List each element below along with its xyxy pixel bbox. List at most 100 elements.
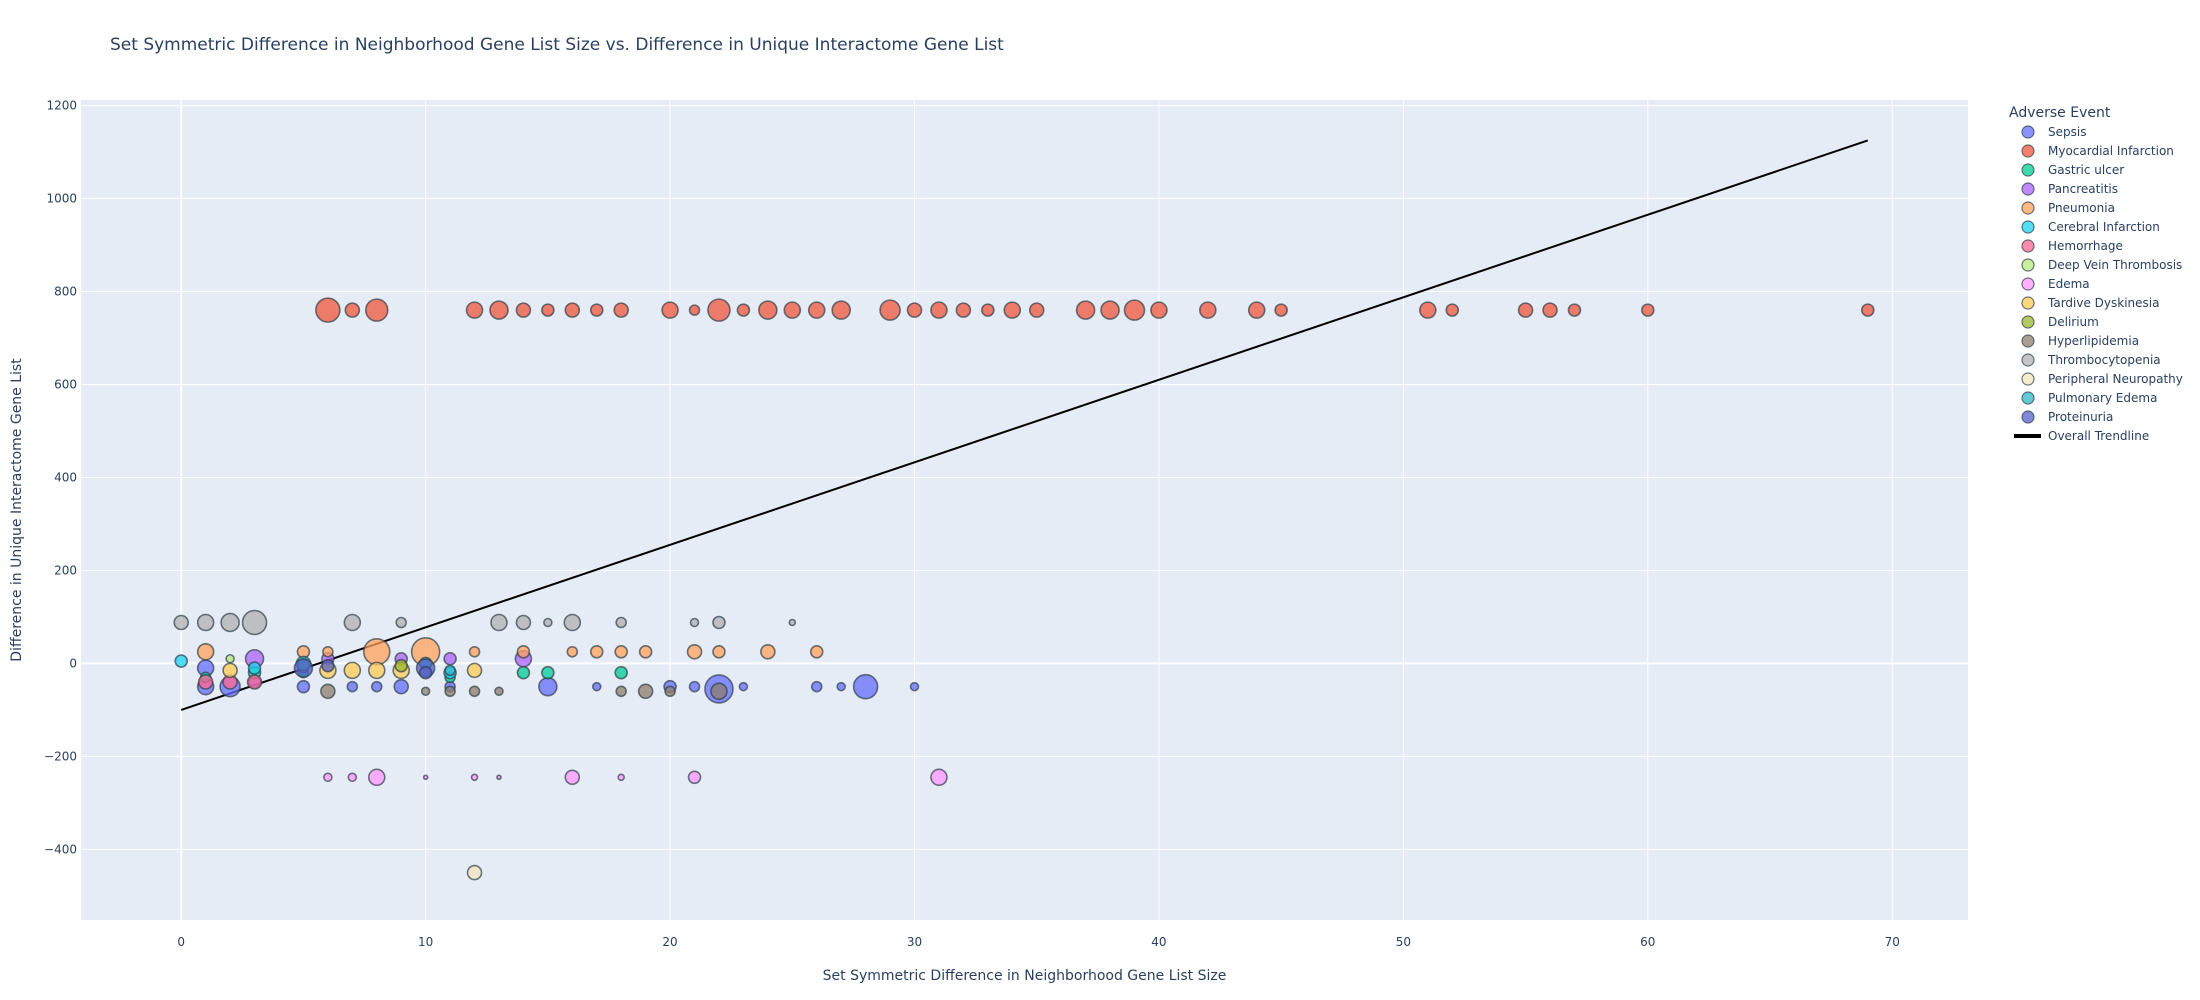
legend-marker — [2021, 391, 2035, 405]
legend-label: Delirium — [2048, 315, 2099, 329]
point-sepsis — [370, 680, 383, 693]
legend-marker — [2021, 182, 2035, 196]
point-myocardial-infarction — [1150, 301, 1168, 319]
point-pneumonia — [516, 644, 531, 659]
point-edema — [687, 770, 702, 785]
legend-label: Pancreatitis — [2048, 182, 2118, 196]
x-tick-label: 60 — [1640, 935, 1655, 949]
point-myocardial-infarction — [906, 302, 923, 318]
point-myocardial-infarction — [1419, 301, 1437, 319]
point-thrombocytopenia — [490, 613, 508, 632]
point-myocardial-infarction — [1445, 303, 1460, 317]
legend-marker — [2021, 410, 2035, 424]
legend-item-tardive-dyskinesia: Tardive Dyskinesia — [2021, 296, 2159, 310]
y-tick-label: 1200 — [46, 99, 77, 113]
legend-item-hyperlipidemia: Hyperlipidemia — [2021, 334, 2139, 348]
point-thrombocytopenia — [712, 615, 726, 630]
point-hemorrhage — [246, 674, 263, 690]
x-tick-label: 30 — [907, 935, 922, 949]
point-myocardial-infarction — [981, 303, 995, 317]
point-myocardial-infarction — [1100, 300, 1120, 320]
x-tick-label: 70 — [1885, 935, 1900, 949]
point-delirium — [394, 658, 409, 673]
point-myocardial-infarction — [1028, 302, 1045, 318]
point-gastric-ulcer — [541, 665, 555, 680]
point-thrombocytopenia — [615, 616, 627, 629]
point-thrombocytopenia — [241, 609, 268, 636]
trendline-layer — [180, 139, 1869, 711]
point-myocardial-infarction — [688, 304, 701, 316]
point-myocardial-infarction — [1075, 300, 1096, 320]
legend: Adverse Event Sepsis Myocardial Infarctio… — [2009, 105, 2183, 443]
legend-marker — [2021, 353, 2035, 367]
point-pneumonia — [809, 644, 824, 659]
point-myocardial-infarction — [564, 302, 581, 318]
point-pulmonary-edema — [444, 664, 456, 677]
point-myocardial-infarction — [1640, 303, 1655, 317]
legend-item-sepsis: Sepsis — [2021, 125, 2086, 139]
legend-label: Tardive Dyskinesia — [2047, 296, 2159, 310]
legend-marker — [2021, 239, 2035, 253]
point-pneumonia — [196, 642, 215, 661]
point-sepsis — [296, 679, 311, 694]
point-pneumonia — [468, 645, 481, 658]
point-myocardial-infarction — [879, 299, 901, 321]
point-myocardial-infarction — [364, 298, 389, 322]
chart-title: Set Symmetric Difference in Neighborhood… — [110, 35, 1004, 55]
point-myocardial-infarction — [613, 302, 629, 318]
point-thrombocytopenia — [563, 613, 582, 632]
legend-label: Edema — [2048, 277, 2090, 291]
point-pneumonia — [589, 644, 604, 659]
point-thrombocytopenia — [543, 617, 553, 628]
point-thrombocytopenia — [196, 613, 215, 632]
point-sepsis — [852, 673, 879, 700]
point-tardive-dyskinesia — [343, 661, 362, 680]
point-proteinuria — [418, 665, 433, 680]
legend-item-hemorrhage: Hemorrhage — [2021, 239, 2123, 253]
y-tick-label: 800 — [54, 285, 77, 299]
point-edema — [496, 774, 502, 781]
point-proteinuria — [321, 658, 335, 673]
point-pneumonia — [712, 644, 726, 659]
legend-label: Pneumonia — [2048, 201, 2115, 215]
plot-area — [81, 100, 1968, 920]
point-tardive-dyskinesia — [466, 662, 483, 679]
point-pneumonia — [638, 644, 653, 659]
legend-item-deep-vein-thrombosis: Deep Vein Thrombosis — [2021, 258, 2182, 272]
legend-label: Thrombocytopenia — [2047, 353, 2161, 367]
legend-marker — [2021, 125, 2035, 139]
point-hyperlipidemia — [444, 685, 456, 698]
legend-item-overall-trendline: Overall Trendline — [2014, 429, 2149, 443]
x-tick-label: 10 — [418, 935, 433, 949]
point-edema — [564, 769, 581, 786]
point-myocardial-infarction — [1199, 301, 1217, 319]
legend-label: Proteinuria — [2048, 410, 2113, 424]
point-hyperlipidemia — [320, 683, 336, 700]
point-sepsis — [393, 678, 410, 695]
legend-label: Gastric ulcer — [2048, 163, 2124, 177]
x-tick-label: 0 — [177, 935, 185, 949]
legend-label: Deep Vein Thrombosis — [2048, 258, 2182, 272]
point-pneumonia — [760, 643, 776, 660]
point-myocardial-infarction — [489, 300, 509, 320]
point-sepsis — [909, 681, 920, 692]
point-myocardial-infarction — [515, 302, 532, 318]
point-hyperlipidemia — [637, 683, 654, 700]
legend-label: Hemorrhage — [2048, 239, 2123, 253]
point-myocardial-infarction — [1860, 303, 1875, 317]
legend-item-proteinuria: Proteinuria — [2021, 410, 2113, 424]
x-tick-label: 20 — [662, 935, 677, 949]
point-myocardial-infarction — [344, 302, 361, 318]
point-myocardial-infarction — [736, 303, 751, 317]
legend-marker — [2021, 258, 2035, 272]
point-pneumonia — [362, 637, 391, 666]
point-cerebral-infarction — [247, 661, 262, 675]
legend-item-thrombocytopenia: Thrombocytopenia — [2021, 353, 2161, 367]
legend-marker — [2021, 277, 2035, 291]
point-myocardial-infarction — [315, 297, 341, 323]
y-tick-label: 200 — [54, 563, 77, 577]
legend-item-pulmonary-edema: Pulmonary Edema — [2021, 391, 2157, 405]
point-pancreatitis — [443, 651, 457, 666]
point-myocardial-infarction — [661, 301, 679, 319]
y-tick-label: −400 — [44, 842, 77, 856]
